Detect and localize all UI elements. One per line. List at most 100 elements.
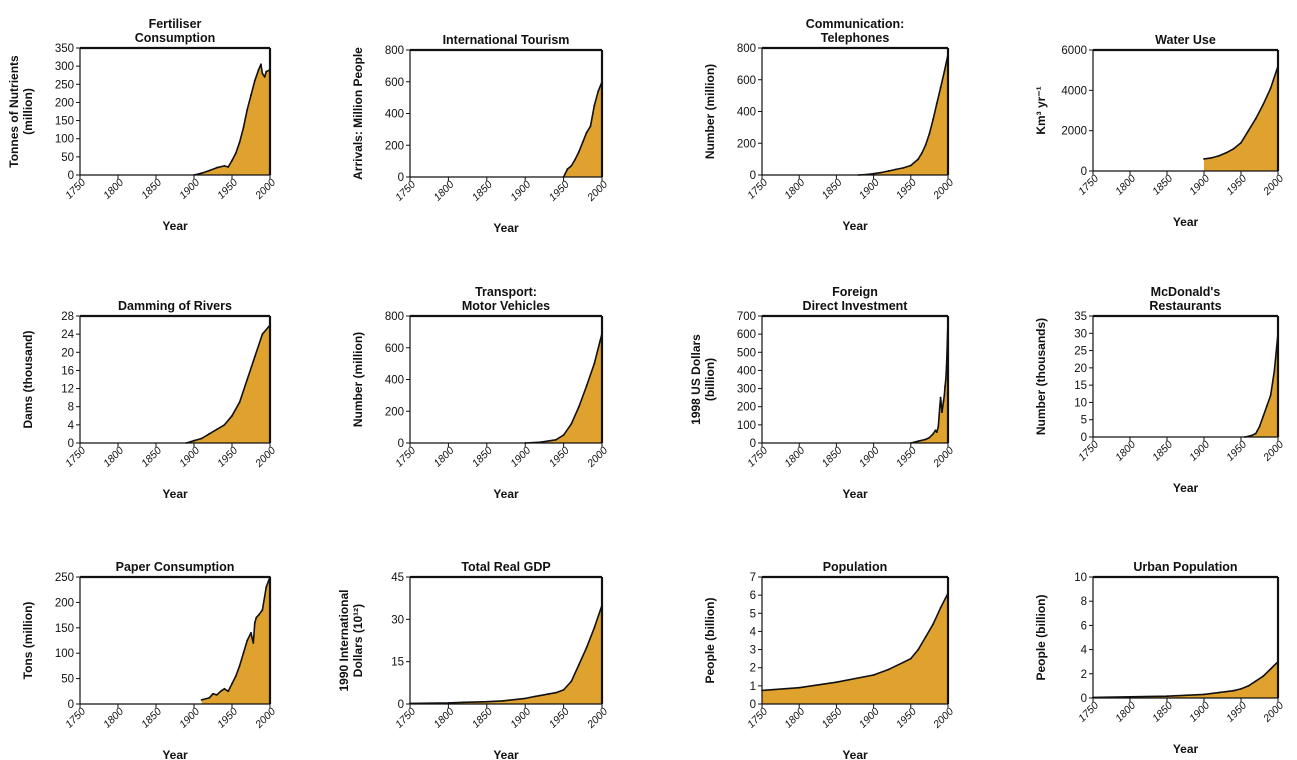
y-tick-label: 0 xyxy=(1081,432,1087,444)
data-point xyxy=(578,405,580,408)
data-point xyxy=(942,400,945,403)
data-point xyxy=(944,378,947,381)
y-tick-label: 10 xyxy=(1074,397,1087,409)
area-fill xyxy=(563,81,602,177)
data-point xyxy=(219,690,222,693)
data-point xyxy=(585,646,588,649)
data-point xyxy=(242,652,245,655)
data-point xyxy=(909,164,912,167)
data-point xyxy=(234,675,237,677)
x-tick-label: 1900 xyxy=(508,179,533,204)
y-tick-label: 200 xyxy=(737,402,756,414)
data-point xyxy=(1210,157,1213,159)
data-point xyxy=(835,681,838,684)
y-tick-label: 200 xyxy=(385,140,404,152)
y-tick-label: 35 xyxy=(1074,311,1087,323)
data-point xyxy=(250,94,252,97)
y-tick-label: 8 xyxy=(1081,596,1087,608)
x-tick-label: 2000 xyxy=(930,177,956,203)
y-tick-label: 250 xyxy=(55,79,74,91)
data-point xyxy=(265,70,268,73)
x-tick-label: 1950 xyxy=(1224,439,1249,464)
data-point xyxy=(261,609,264,611)
y-tick-label: 2 xyxy=(750,663,756,675)
x-tick-label: 2000 xyxy=(1260,173,1286,199)
data-point xyxy=(1254,432,1257,435)
data-point xyxy=(887,668,890,671)
x-tick-label: 1800 xyxy=(782,177,807,202)
data-point xyxy=(562,434,565,436)
data-point xyxy=(938,405,941,408)
y-axis-label: Number (million) xyxy=(703,64,717,159)
data-point xyxy=(1254,680,1257,682)
y-tick-label: 28 xyxy=(61,311,74,323)
y-axis-label: (million) xyxy=(21,88,35,135)
y-tick-label: 600 xyxy=(737,329,756,341)
data-point xyxy=(1232,147,1235,150)
data-point xyxy=(227,166,230,168)
data-point xyxy=(593,362,596,365)
area-fill xyxy=(858,54,948,175)
x-tick-label: 1950 xyxy=(547,179,572,204)
area-fill xyxy=(1244,333,1278,437)
data-point xyxy=(932,118,934,121)
chart-title: Water Use xyxy=(1155,33,1216,47)
y-tick-label: 45 xyxy=(391,572,404,584)
x-axis-label: Year xyxy=(842,487,868,501)
data-point xyxy=(1258,425,1261,428)
data-point xyxy=(223,165,226,167)
data-point xyxy=(937,425,940,428)
chart-title: Paper Consumption xyxy=(116,560,235,574)
y-axis-label: Dams (thousand) xyxy=(21,330,35,428)
data-point xyxy=(250,632,252,634)
y-tick-label: 700 xyxy=(737,311,756,323)
data-point xyxy=(921,151,923,154)
area-fill xyxy=(762,593,948,704)
data-point xyxy=(246,108,249,111)
x-tick-label: 2000 xyxy=(252,706,278,732)
data-point xyxy=(265,586,268,589)
y-tick-label: 400 xyxy=(737,365,756,377)
chart-title: Restaurants xyxy=(1149,299,1221,313)
x-tick-label: 1800 xyxy=(101,177,126,202)
chart-title: International Tourism xyxy=(443,33,570,47)
data-point xyxy=(261,333,264,335)
data-point xyxy=(260,63,262,66)
y-axis-label: Dollars (10¹²) xyxy=(351,604,365,677)
data-point xyxy=(1247,129,1250,132)
data-point xyxy=(1232,689,1235,692)
chart-title: Transport: xyxy=(475,285,537,299)
y-tick-label: 150 xyxy=(55,623,74,635)
data-point xyxy=(234,152,237,155)
area-fill xyxy=(525,333,602,443)
y-tick-label: 0 xyxy=(750,170,756,182)
data-point xyxy=(578,663,580,666)
data-point xyxy=(447,702,450,704)
x-tick-label: 1950 xyxy=(894,706,919,731)
chart-title: McDonald's xyxy=(1151,285,1221,299)
data-point xyxy=(593,626,596,629)
x-tick-label: 1850 xyxy=(470,179,495,204)
data-point xyxy=(1269,87,1272,90)
data-point xyxy=(935,431,938,433)
y-tick-label: 0 xyxy=(398,699,404,711)
data-point xyxy=(935,102,938,105)
x-tick-label: 1850 xyxy=(820,445,845,470)
data-point xyxy=(215,694,218,696)
x-tick-label: 2000 xyxy=(584,445,610,471)
y-axis-label: Number (thousands) xyxy=(1034,318,1048,435)
data-point xyxy=(902,661,905,664)
x-tick-label: 1850 xyxy=(139,706,164,731)
area-fill xyxy=(186,325,270,443)
y-tick-label: 0 xyxy=(68,699,74,711)
data-point xyxy=(200,172,203,175)
data-point xyxy=(231,682,233,685)
y-axis-label: People (billion) xyxy=(703,597,717,683)
data-point xyxy=(943,70,946,73)
y-tick-label: 12 xyxy=(61,384,74,396)
chart-title: Population xyxy=(823,560,888,574)
y-tick-label: 0 xyxy=(1081,166,1087,178)
